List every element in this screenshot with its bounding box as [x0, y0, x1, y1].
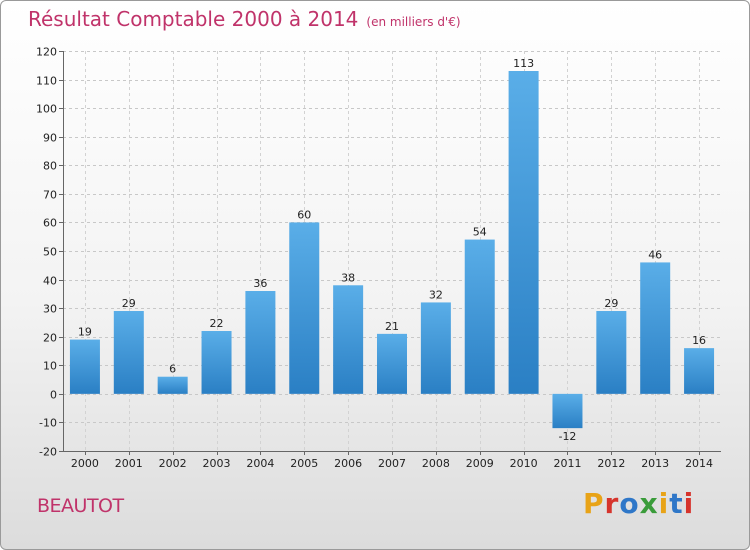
x-tick-label: 2001	[115, 457, 143, 470]
brand-letter: o	[619, 487, 640, 520]
y-tick-label: -20	[39, 446, 57, 459]
y-tick-label: 10	[43, 360, 57, 373]
data-label: 21	[385, 320, 399, 333]
x-tick-label: 2013	[641, 457, 669, 470]
data-label: 54	[473, 226, 487, 239]
y-tick-label: 80	[43, 160, 57, 173]
bar	[333, 285, 364, 394]
brand-letter: r	[604, 487, 620, 520]
data-label: 32	[429, 288, 443, 301]
data-label: 19	[78, 326, 92, 339]
x-tick-label: 2002	[159, 457, 187, 470]
x-tick-label: 2003	[203, 457, 231, 470]
data-label: 29	[604, 297, 618, 310]
chart-subtitle: (en milliers d'€)	[366, 15, 461, 29]
brand-letter: i	[658, 487, 670, 520]
bar	[201, 331, 232, 394]
bar	[377, 333, 407, 394]
bar	[245, 291, 276, 394]
chart-title-text: Résultat Comptable 2000 à 2014	[28, 7, 359, 31]
bar	[69, 339, 100, 394]
x-tick-label: 2007	[378, 457, 406, 470]
y-tick-label: 0	[50, 389, 57, 402]
x-tick-label: 2004	[246, 457, 274, 470]
y-tick-label: 50	[43, 246, 57, 259]
brand-letter: x	[639, 487, 659, 520]
data-label: 60	[297, 208, 311, 221]
data-label: -12	[558, 430, 576, 443]
data-label: 22	[210, 317, 224, 330]
bar	[508, 71, 539, 394]
bar	[113, 311, 144, 394]
bar	[596, 311, 627, 394]
y-tick-label: 30	[43, 303, 57, 316]
bar	[552, 393, 583, 429]
x-tick-label: 2008	[422, 457, 450, 470]
bar	[640, 262, 671, 394]
y-tick-label: 90	[43, 132, 57, 145]
y-tick-label: 120	[36, 46, 57, 59]
x-tick-label: 2011	[553, 457, 581, 470]
data-label: 6	[169, 363, 176, 376]
y-tick-label: 60	[43, 217, 57, 230]
x-tick-label: 2012	[597, 457, 625, 470]
data-label: 36	[253, 277, 267, 290]
brand-letter: t	[669, 487, 684, 520]
y-tick-label: 70	[43, 189, 57, 202]
bar	[157, 376, 188, 394]
bar	[420, 302, 451, 394]
bar	[464, 239, 495, 394]
data-label: 29	[122, 297, 136, 310]
y-tick-label: 100	[36, 103, 57, 116]
town-name: BEAUTOT	[37, 495, 124, 517]
data-label: 16	[692, 334, 706, 347]
chart-title: Résultat Comptable 2000 à 2014 (en millie…	[28, 7, 461, 31]
brand-logo: Proxiti	[583, 487, 694, 520]
bar	[684, 348, 715, 394]
bar	[289, 222, 320, 394]
x-tick-label: 2005	[290, 457, 318, 470]
y-tick-label: -10	[39, 417, 57, 430]
x-tick-label: 2009	[466, 457, 494, 470]
x-tick-label: 2000	[71, 457, 99, 470]
x-tick-label: 2014	[685, 457, 713, 470]
data-label: 113	[513, 57, 534, 70]
data-label: 46	[648, 248, 662, 261]
y-tick-label: 110	[36, 75, 57, 88]
brand-letter: P	[583, 487, 605, 520]
y-tick-label: 40	[43, 275, 57, 288]
x-tick-label: 2006	[334, 457, 362, 470]
data-label: 38	[341, 271, 355, 284]
x-tick-label: 2010	[510, 457, 538, 470]
y-tick-label: 20	[43, 332, 57, 345]
brand-letter: i	[683, 487, 695, 520]
